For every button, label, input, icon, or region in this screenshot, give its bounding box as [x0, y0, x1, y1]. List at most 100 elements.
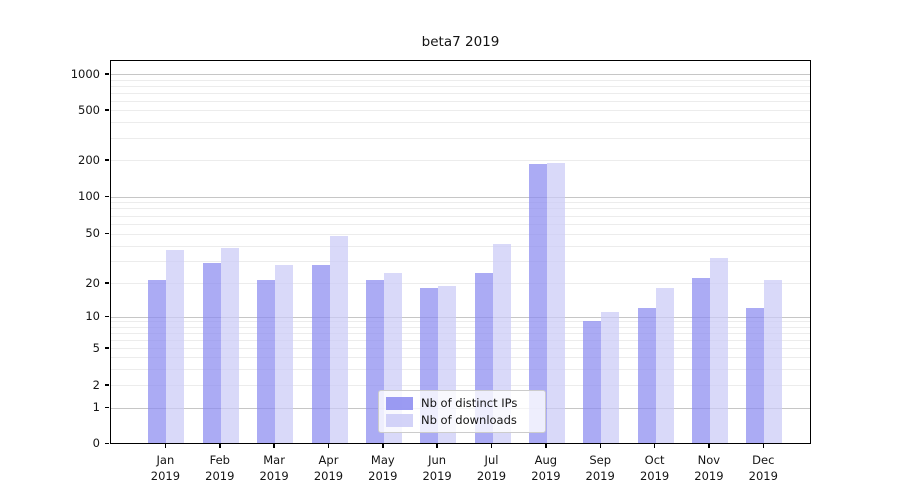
- x-tick-label: Jan 2019: [137, 453, 193, 484]
- x-tick-month: Jun: [428, 453, 447, 467]
- y-tick-mark: [105, 109, 109, 111]
- x-tick-year: 2019: [259, 468, 289, 483]
- bar-mar-ips: [257, 280, 276, 444]
- bar-apr-downloads: [329, 235, 348, 444]
- y-tick-label: 10: [85, 309, 100, 323]
- x-tick-label: Mar 2019: [246, 453, 302, 484]
- y-tick-mark: [105, 282, 109, 284]
- gridline-minor: [110, 368, 811, 370]
- x-tick-label: Sep 2019: [572, 453, 628, 484]
- gridline-minor: [110, 261, 811, 263]
- y-tick-label: 20: [85, 275, 100, 290]
- x-tick-year: 2019: [639, 468, 670, 483]
- x-tick-label: Aug 2019: [518, 453, 574, 484]
- y-tick-label: 100: [78, 189, 100, 203]
- gridline-minor: [110, 160, 811, 161]
- x-tick-label: Jun 2019: [409, 453, 465, 484]
- x-tick-month: May: [370, 453, 395, 467]
- y-tick-mark: [105, 347, 109, 349]
- x-tick-label: Jul 2019: [464, 453, 520, 484]
- y-tick-mark: [105, 315, 109, 318]
- gridline-minor: [110, 137, 811, 139]
- x-tick-mark: [599, 444, 601, 448]
- gridline-minor: [110, 385, 811, 386]
- x-tick-label: Oct 2019: [627, 453, 683, 484]
- gridline-minor: [110, 92, 811, 94]
- x-tick-month: Feb: [209, 453, 230, 467]
- x-tick-mark: [490, 444, 493, 448]
- y-tick-label: 1: [92, 400, 100, 414]
- y-tick-mark: [105, 406, 109, 409]
- y-tick-mark: [105, 384, 109, 386]
- gridline-minor: [110, 202, 811, 204]
- gridline-minor: [110, 215, 811, 217]
- x-tick-month: Jul: [484, 453, 499, 467]
- y-tick-label: 2: [92, 377, 100, 392]
- x-tick-month: Dec: [752, 453, 775, 467]
- x-tick-month: Aug: [534, 453, 558, 467]
- x-tick-mark: [545, 444, 547, 448]
- x-tick-year: 2019: [748, 468, 778, 483]
- bar-feb-ips: [202, 262, 221, 444]
- legend-swatch-downloads: [386, 413, 413, 427]
- y-tick-label: 1000: [70, 66, 100, 81]
- gridline-minor: [110, 245, 811, 247]
- legend-item-distinct-ips: Nb of distinct IPs: [386, 396, 538, 410]
- bar-mar-downloads: [275, 264, 294, 444]
- chart-title: beta7 2019: [421, 34, 500, 50]
- y-tick-label: 50: [85, 226, 100, 240]
- gridline-minor: [110, 85, 811, 87]
- gridline-minor: [110, 100, 811, 102]
- gridline-minor: [110, 79, 811, 81]
- x-tick-mark: [762, 444, 764, 448]
- x-tick-mark: [273, 444, 275, 448]
- gridline-minor: [110, 283, 811, 284]
- x-tick-label: Dec 2019: [735, 453, 791, 484]
- bar-apr-ips: [311, 264, 330, 444]
- x-tick-mark: [436, 444, 438, 448]
- x-tick-mark: [327, 444, 330, 448]
- y-tick-label: 500: [78, 102, 100, 117]
- bar-oct-ips: [637, 307, 656, 444]
- y-tick-mark: [105, 232, 109, 235]
- x-tick-label: Nov 2019: [681, 453, 737, 484]
- bar-feb-downloads: [220, 248, 239, 444]
- bar-dec-ips: [746, 307, 765, 444]
- gridline-major: [110, 196, 811, 198]
- y-tick-label: 0: [92, 436, 100, 450]
- x-tick-mark: [164, 444, 167, 448]
- x-tick-year: 2019: [531, 468, 561, 483]
- y-tick-label: 200: [78, 152, 100, 167]
- x-tick-month: Nov: [697, 453, 721, 467]
- y-tick-mark: [105, 442, 109, 445]
- bar-jan-downloads: [166, 249, 185, 444]
- bar-nov-downloads: [709, 257, 728, 444]
- gridline-major: [110, 74, 811, 75]
- legend-label-downloads: Nb of downloads: [421, 413, 517, 427]
- x-tick-mark: [382, 444, 384, 448]
- x-tick-year: 2019: [205, 468, 235, 483]
- legend-item-downloads: Nb of downloads: [386, 413, 538, 427]
- gridline-minor: [110, 357, 811, 358]
- bar-sep-downloads: [601, 311, 620, 444]
- gridline-minor: [110, 321, 811, 323]
- gridline-minor: [110, 339, 811, 341]
- gridline-minor: [110, 332, 811, 334]
- x-tick-mark: [653, 444, 656, 448]
- x-tick-mark: [219, 444, 221, 448]
- gridline-major: [110, 316, 811, 318]
- x-tick-year: 2019: [150, 468, 181, 483]
- y-tick-mark: [105, 73, 109, 75]
- gridline-minor: [110, 223, 811, 225]
- x-tick-month: Sep: [589, 453, 612, 467]
- gridline-minor: [110, 233, 811, 235]
- bar-oct-downloads: [655, 288, 674, 444]
- y-tick-mark: [105, 195, 109, 198]
- bar-aug-ips: [528, 164, 547, 444]
- bar-aug-downloads: [546, 162, 565, 444]
- bar-jan-ips: [148, 280, 167, 444]
- y-tick-mark: [105, 159, 109, 161]
- x-tick-year: 2019: [694, 468, 724, 483]
- x-tick-mark: [708, 444, 710, 448]
